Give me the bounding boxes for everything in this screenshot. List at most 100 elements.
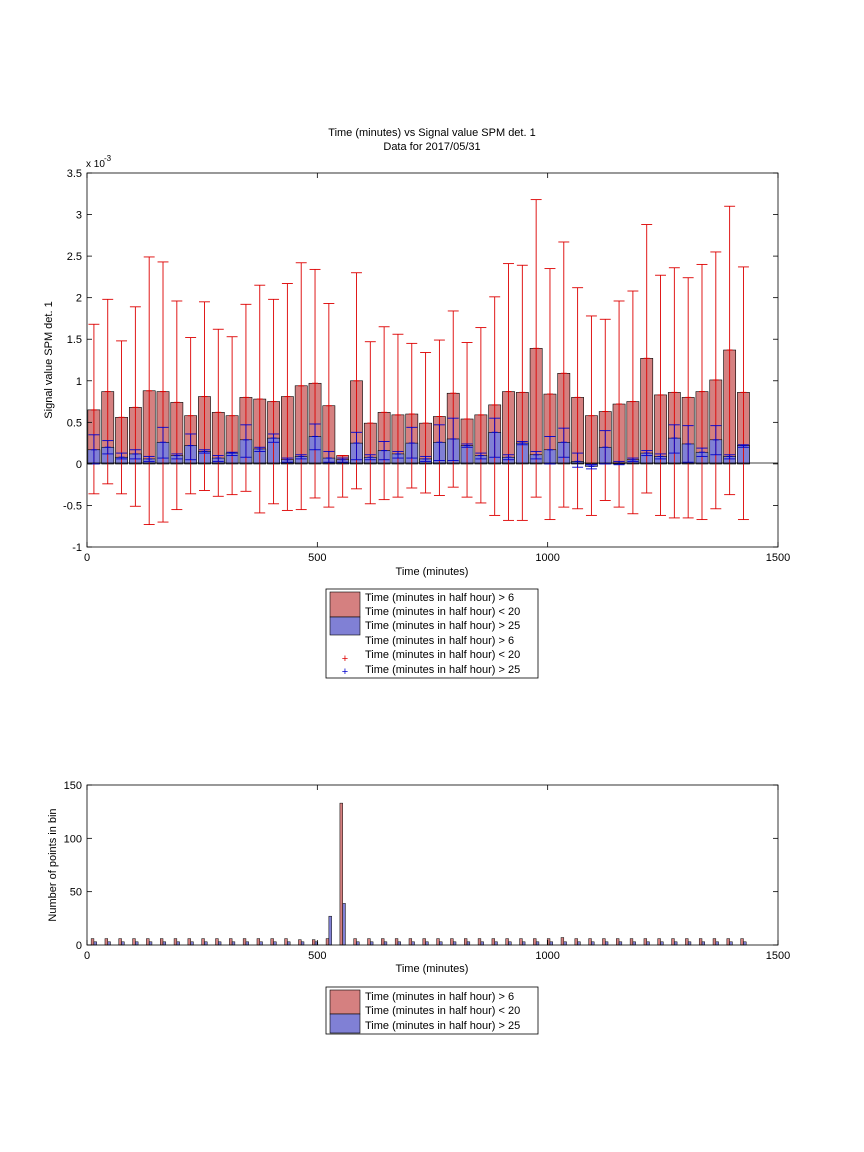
chart2-bar-blue-5: [162, 941, 167, 946]
chart1-errorbar-blue-47: [737, 444, 749, 448]
chart1-ytick-label-1: -0.5: [63, 500, 82, 512]
chart2-bar-blue-35: [577, 941, 581, 946]
chart1-errorbar-red-5: [157, 261, 169, 523]
chart2-bar-blue-1: [107, 941, 111, 946]
chart1-errorbar-blue-1: [102, 440, 114, 455]
chart2-xtick-label-3: 1500: [766, 950, 790, 962]
chart1-errorbar-blue-10: [226, 451, 238, 457]
chart2-bar-blue-38: [618, 941, 623, 946]
chart2-bar-red-4: [146, 938, 150, 946]
chart1-errorbar-red-47: [737, 266, 749, 521]
chart1-errorbar-red-20: [364, 341, 376, 505]
chart2-legend-swatch-red: [329, 989, 361, 1015]
chart2-bar-blue-2: [121, 941, 125, 946]
chart2-bar-red-22: [394, 938, 399, 946]
chart1-subtitle: Data for 2017/05/31: [383, 141, 480, 153]
chart1-errorbar-blue-24: [420, 455, 432, 462]
chart2-bar-red-27: [464, 938, 468, 946]
chart1-errorbar-blue-27: [461, 443, 473, 448]
chart1-errorbar-blue-40: [641, 450, 653, 457]
chart2-legend-entry-2: Time (minutes in half hour) < 20: [365, 1005, 520, 1017]
chart1-ytick-label-8: 3: [76, 210, 82, 222]
chart2-bar-blue-21: [383, 941, 388, 946]
chart1-errorbar-red-40: [641, 224, 653, 494]
chart1-ytick-label-0: -1: [72, 542, 82, 554]
chart2-ylabel: Number of points in bin: [47, 808, 59, 921]
chart1-legend-blue-plus: +: [342, 666, 348, 678]
chart1-errorbar-blue-46: [724, 454, 736, 460]
chart1-legend-entry-4: Time (minutes in half hour) > 6: [365, 635, 514, 647]
chart2-legend: Time (minutes in half hour) > 6 Time (mi…: [325, 986, 539, 1035]
chart1-errorbar-blue-11: [240, 424, 252, 458]
chart2-bar-blue-39: [632, 941, 636, 946]
chart2-bar-blue-33: [549, 941, 553, 946]
chart2-x-ticks: 0 500 1000 1500: [84, 785, 790, 962]
chart2-bar-blue-22: [397, 941, 401, 946]
chart1-errorbar-red-29: [489, 296, 501, 516]
chart2-bar-red-35: [574, 938, 578, 946]
chart1-errorbar-blue-19: [351, 431, 362, 461]
chart1-errorbar-red-37: [599, 318, 611, 501]
chart1-errorbar-blue-44: [696, 447, 708, 457]
chart1-errorbar-blue-45: [710, 425, 722, 456]
chart2-bar-blue-11: [245, 941, 249, 946]
chart1-ytick-label-6: 2: [76, 293, 82, 305]
chart2-legend-box: [325, 986, 539, 1035]
chart2-bar-blue-24: [425, 941, 429, 946]
histogram-chart: 0 500 1000 1500 0 50 100 150 Time (minutes) Nu…: [47, 780, 790, 1035]
chart1-title: Time (minutes) vs Signal value SPM det. …: [328, 127, 535, 139]
chart1-errorbar-blue-9: [212, 455, 224, 462]
chart1-errorbar-blue-42: [668, 424, 680, 454]
chart1-errorbar-red-15: [295, 262, 307, 511]
chart2-bar-red-3: [132, 938, 136, 946]
chart2-xtick-label-0: 0: [84, 950, 90, 962]
chart1-ylabel: Signal value SPM det. 1: [43, 301, 55, 418]
chart1-errorbar-blue-6: [171, 453, 183, 460]
chart1-errorbar-red-31: [516, 264, 528, 521]
chart1-errorbar-blue-37: [599, 430, 611, 465]
chart2-bar-red-20: [367, 938, 371, 946]
chart1-errorbar-blue-23: [406, 426, 418, 459]
chart2-ytick-label-3: 150: [64, 780, 82, 792]
chart2-bar-red-21: [381, 938, 385, 946]
chart2-bar-blue-27: [466, 941, 471, 946]
chart2-bar-red-29: [491, 938, 495, 946]
chart1-ytick-label-2: 0: [76, 459, 82, 471]
chart1-legend-red-plus: +: [342, 653, 348, 665]
chart2-bar-blue-36: [591, 941, 595, 946]
chart1-xlabel: Time (minutes): [396, 566, 469, 578]
chart1-errorbar-red-7: [185, 337, 197, 495]
chart1-errorbar-red-14: [281, 283, 293, 511]
chart2-bar-blue-14: [287, 941, 291, 946]
chart1-errorbar-red-41: [655, 274, 667, 516]
chart2-xtick-label-2: 1000: [535, 950, 559, 962]
chart2-ytick-label-0: 0: [76, 940, 82, 952]
chart1-errorbar-red-10: [226, 336, 238, 496]
chart1-errorbar-red-17: [323, 303, 335, 508]
chart1-errorbar-blue-2: [116, 452, 128, 460]
chart2-bar-blue-15: [300, 941, 305, 946]
chart1-legend: + + Time (minutes in half hour) > 6 Time…: [325, 588, 539, 679]
chart2-bar-red-15: [298, 939, 302, 946]
chart2-bar-red-11: [242, 938, 247, 946]
chart2-bar-red-17: [325, 938, 330, 946]
chart2-bar-red-38: [616, 938, 620, 946]
chart2-y-ticks: 0 50 100 150: [64, 780, 778, 952]
chart2-bar-blue-42: [674, 941, 678, 946]
chart1-errorbar-red-46: [724, 205, 736, 496]
chart1-ytick-label-3: 0.5: [67, 417, 82, 429]
chart1-errorbar-red-3: [129, 306, 141, 507]
chart2-bar-blue-25: [439, 941, 443, 946]
chart1-errorbar-red-42: [668, 267, 680, 519]
chart1-y-ticks: -1 -0.5 0 0.5 1 1.5 2 2.5 3 3.5: [63, 168, 778, 554]
chart2-bar-red-18: [339, 802, 343, 946]
chart1-errorbar-red-8: [198, 301, 210, 491]
chart2-bar-red-14: [284, 938, 288, 946]
chart2-bar-blue-29: [494, 941, 498, 946]
chart1-errorbar-red-32: [530, 199, 542, 498]
chart1-errorbar-blue-36: [585, 464, 597, 470]
chart2-bar-blue-18: [342, 903, 346, 946]
chart1-errorbar-blue-17: [323, 450, 335, 463]
chart2-bar-red-34: [560, 937, 565, 946]
